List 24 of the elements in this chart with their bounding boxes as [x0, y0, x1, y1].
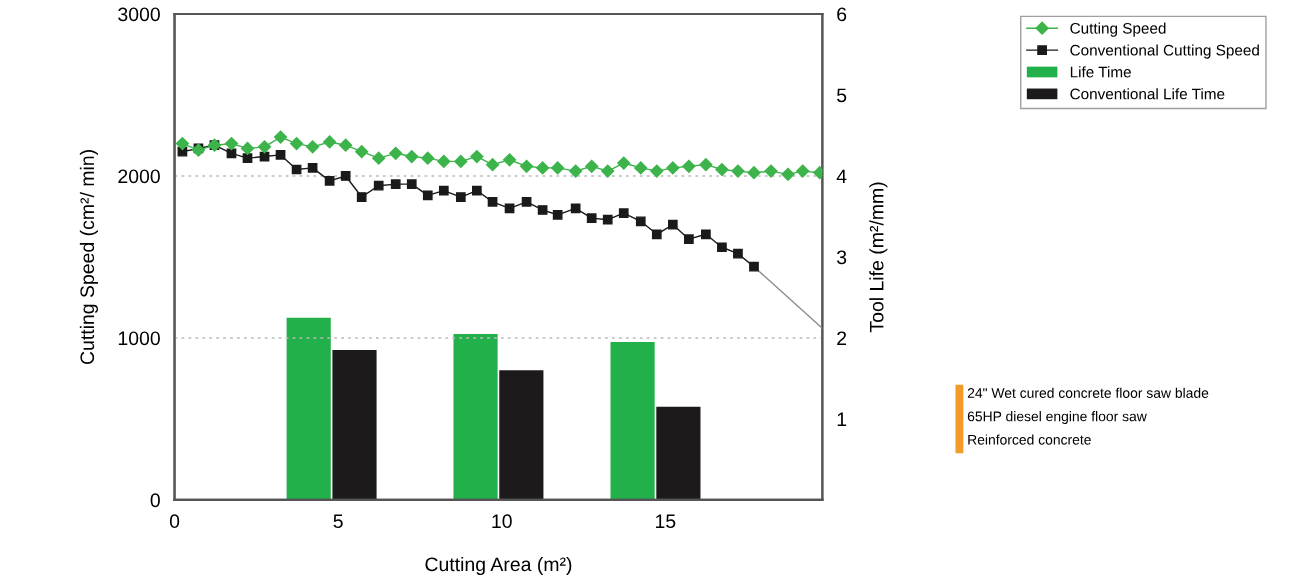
y-tick-label: 2000	[118, 169, 160, 184]
legend-label: Conventional Life Time	[1070, 88, 1225, 100]
legend-label: Cutting Speed	[1070, 22, 1166, 37]
x-tick-label: 0	[169, 514, 180, 529]
y2-tick-label: 2	[837, 331, 847, 345]
y-tick-label: 3000	[118, 7, 160, 22]
x-tick-label: 5	[333, 514, 343, 529]
text: 24" Wet cured concrete floor saw blade	[967, 387, 1209, 398]
y2-tick-label: 4	[836, 169, 847, 184]
x-tick-label: 10	[492, 514, 512, 529]
legend-label: Conventional Cutting Speed	[1070, 44, 1259, 59]
y2-tick-label: 1	[837, 412, 847, 426]
y2-tick-label: 3	[836, 250, 847, 265]
y2-axis-title: Tool Life (m²/mm)	[869, 182, 888, 333]
text: Reinforced concrete	[968, 434, 1091, 445]
y-tick-label: 1000	[118, 331, 160, 346]
text: 65HP diesel engine floor saw	[967, 411, 1147, 425]
x-tick-label: 15	[655, 514, 676, 529]
legend-label: Life Time	[1070, 66, 1131, 78]
y-axis-title: Cutting Speed (cm²/ min)	[79, 150, 98, 365]
y2-tick-label: 6	[837, 7, 847, 22]
x-axis-title: Cutting Area (m²)	[425, 556, 572, 576]
y2-tick-label: 5	[837, 88, 847, 103]
y-tick-label: 0	[150, 493, 160, 508]
